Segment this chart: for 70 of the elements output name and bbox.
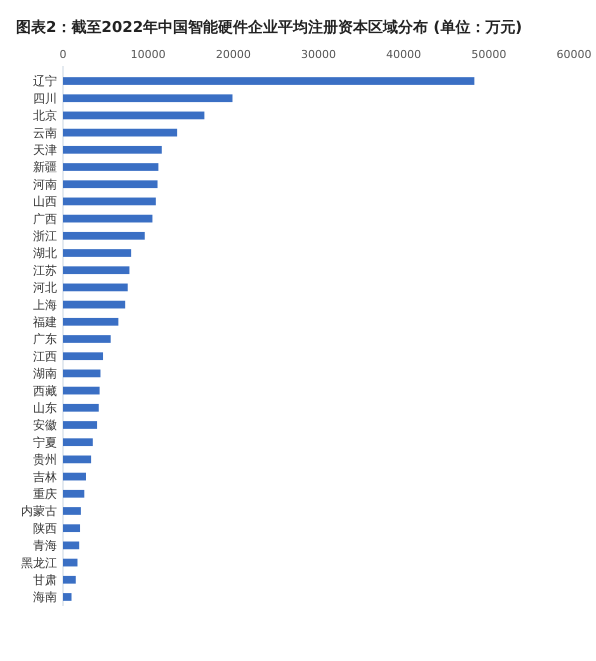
y-tick-label: 青海 [33, 538, 57, 553]
bar [63, 370, 100, 378]
bar [63, 146, 162, 154]
bar [63, 198, 156, 206]
x-tick-label: 30000 [301, 48, 336, 61]
y-tick-label: 河南 [33, 177, 57, 192]
x-tick-label: 50000 [471, 48, 506, 61]
bar [63, 232, 145, 240]
y-tick-label: 湖北 [33, 246, 57, 260]
y-tick-label: 北京 [33, 108, 57, 123]
y-tick-label: 四川 [33, 91, 57, 106]
y-tick-label: 天津 [33, 143, 57, 158]
bar [63, 249, 132, 257]
bar [63, 163, 158, 171]
bar [63, 77, 474, 85]
bar [63, 438, 93, 446]
bar [63, 593, 72, 601]
y-tick-label: 上海 [33, 298, 57, 312]
chart-title: 图表2：截至2022年中国智能硬件企业平均注册资本区域分布 (单位：万元) [16, 18, 522, 36]
y-tick-label: 山西 [33, 194, 57, 209]
bar [63, 352, 104, 360]
bar [63, 94, 232, 102]
bar [63, 524, 80, 532]
y-tick-label: 江苏 [33, 263, 57, 278]
y-tick-label: 辽宁 [33, 74, 57, 88]
y-tick-label: 福建 [33, 315, 57, 329]
y-tick-label: 江西 [33, 349, 57, 364]
y-tick-label: 湖南 [33, 366, 57, 381]
bar [63, 472, 86, 480]
y-tick-label: 海南 [33, 590, 57, 604]
x-tick-label: 40000 [386, 48, 422, 61]
y-tick-label: 内蒙古 [21, 504, 57, 518]
bar [63, 112, 204, 120]
y-tick-label: 安徽 [33, 418, 57, 432]
bar [63, 558, 78, 566]
bar [63, 507, 81, 515]
y-tick-label: 山东 [33, 400, 57, 415]
x-tick-label: 60000 [556, 48, 592, 61]
y-tick-label: 河北 [33, 280, 57, 295]
bar [63, 300, 126, 308]
y-tick-label: 广西 [33, 212, 57, 226]
bar [63, 318, 118, 326]
y-tick-label: 陕西 [33, 521, 57, 536]
y-tick-label: 广东 [33, 332, 57, 346]
y-tick-label: 黑龙江 [21, 556, 57, 570]
bar [63, 284, 128, 292]
x-tick-label: 0 [60, 48, 66, 61]
bar [63, 576, 76, 584]
bar [63, 180, 158, 188]
x-tick-label: 10000 [130, 48, 166, 61]
y-tick-label: 宁夏 [33, 435, 57, 450]
bar [63, 456, 92, 464]
y-tick-label: 甘肃 [33, 572, 57, 587]
bar [63, 266, 130, 274]
bar [63, 542, 80, 550]
y-tick-label: 新疆 [33, 160, 57, 174]
y-tick-label: 重庆 [33, 486, 57, 501]
x-tick-label: 20000 [216, 48, 251, 61]
bar [63, 490, 84, 498]
y-tick-label: 西藏 [33, 384, 57, 398]
bar [63, 404, 99, 412]
bar [63, 335, 111, 343]
y-tick-label: 云南 [33, 126, 57, 140]
bar [63, 386, 100, 394]
bar [63, 421, 98, 429]
bar [63, 128, 178, 136]
y-tick-label: 吉林 [33, 470, 57, 484]
y-tick-label: 贵州 [33, 452, 57, 467]
y-tick-label: 浙江 [33, 229, 57, 244]
bar [63, 214, 152, 222]
